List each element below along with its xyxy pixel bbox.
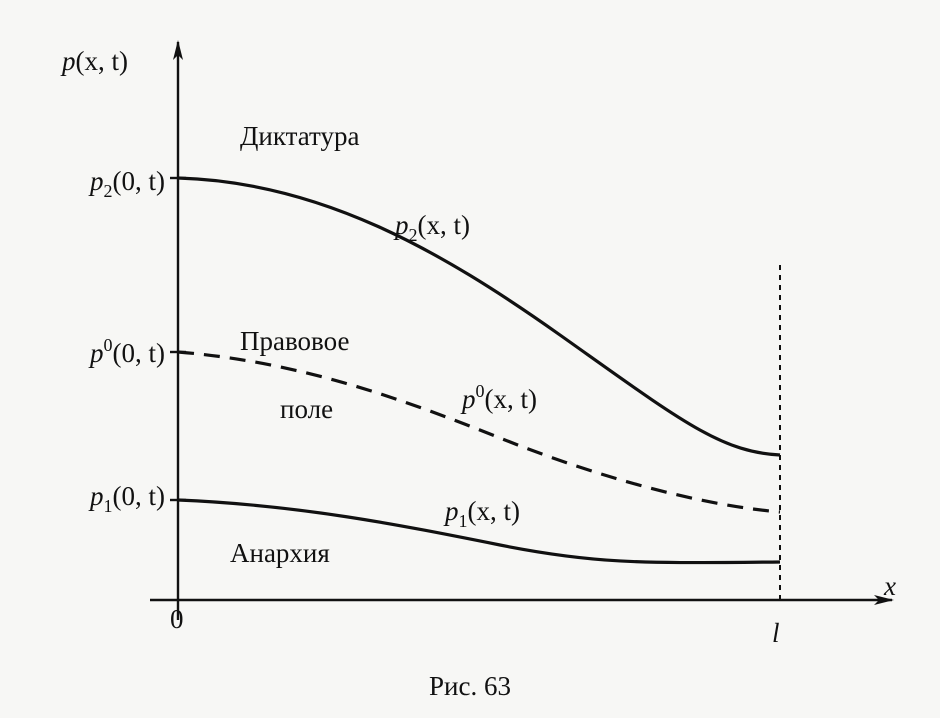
region-label: Правовое — [240, 326, 349, 356]
curve-label: p1(x, t) — [443, 496, 520, 531]
y-axis-label: p(x, t) — [60, 46, 128, 76]
y-label: p1(0, t) — [88, 481, 165, 516]
curve-p2 — [177, 176, 781, 457]
caption: Рис. 63 — [429, 671, 511, 701]
curve-label: p2(x, t) — [393, 210, 470, 245]
region-label: Диктатура — [240, 121, 359, 151]
curve-label: p0(x, t) — [460, 381, 537, 414]
region-label: Анархия — [230, 538, 330, 568]
x-end-label: l — [772, 618, 780, 648]
y-label: p2(0, t) — [88, 166, 165, 201]
curve-p1 — [177, 498, 781, 565]
curve-p0 — [177, 350, 781, 514]
origin-label: 0 — [170, 604, 184, 634]
y-label: p0(0, t) — [88, 335, 165, 368]
x-axis-label: x — [883, 571, 896, 601]
region-label: поле — [280, 394, 333, 424]
